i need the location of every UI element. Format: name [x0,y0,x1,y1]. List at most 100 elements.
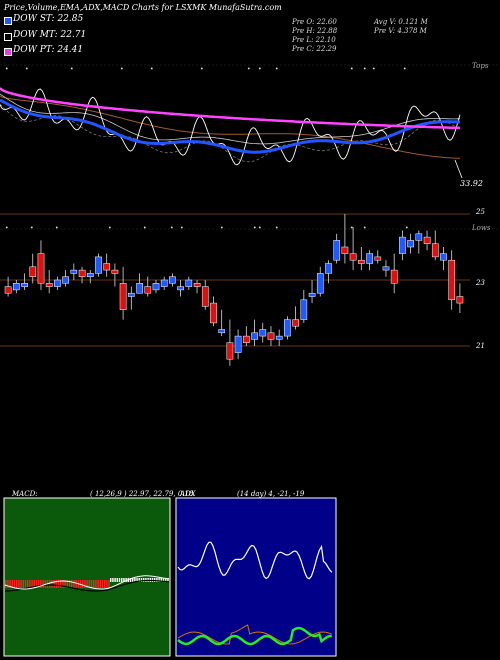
candle-body-22 [185,279,193,287]
candle-body-16 [136,283,143,294]
ema-price-line [0,88,461,166]
stat-low: Pre L: 22.10 [292,36,336,44]
candle-body-20 [169,276,176,284]
macd-hist-bar [24,580,27,588]
adx-line [177,541,333,580]
candle-body-42 [349,253,357,261]
macd-hist-bar-light [110,578,112,582]
candle-body-11 [95,256,102,274]
ema-top-tick-0: • [5,66,9,73]
candle-body-5 [45,283,53,287]
macd-hist-bar [68,580,71,588]
candle-body-46 [382,266,390,271]
candle-body-4 [37,253,45,284]
candle-body-41 [341,246,349,254]
macd-hist-bar [84,580,86,588]
macd-hist-bar [33,580,35,588]
ema-tops-label: Tops [472,62,489,70]
macd-hist-bar-light [138,578,140,582]
candle-body-53 [440,253,447,261]
macd-hist-bar [57,580,60,588]
macd-hist-bar [22,580,24,588]
macd-hist-bar [90,580,93,588]
stat-avg-volume: Avg V: 0.121 M [374,18,428,26]
candle-level-21: 21 [476,342,485,350]
macd-hist-bar [16,580,18,588]
ema-top-tick-5: • [200,66,204,73]
candle-body-29 [242,335,250,343]
ema-bottom-tick-0: • [5,225,9,232]
ema-bottom-tick-2: • [55,225,59,232]
macd-hist-bar [97,580,99,588]
macd-hist-bar-light [162,578,165,582]
ema-brown-line [0,95,461,159]
legend-st-swatch [4,17,12,25]
ema-top-tick-1: • [25,66,29,73]
macd-hist-bar [20,580,22,588]
ema-top-tick-6: • [247,66,251,73]
macd-hist-bar-light [114,578,116,582]
macd-hist-bar [60,580,62,588]
ema-slow-line [0,87,460,130]
macd-hist-bar [29,580,31,588]
candle-body-43 [357,259,365,264]
candle-lows-label: Lows [472,224,491,232]
macd-hist-bar [27,580,29,588]
candle-body-36 [300,299,308,320]
candle-body-25 [210,302,217,324]
chart-title: Price,Volume,EMA,ADX,MACD Charts for LSX… [4,3,282,12]
adx-plus-di-line [177,626,332,646]
macd-hist-bar [106,580,108,588]
ema-gray-line [0,93,460,145]
macd-hist-bar-light [165,578,167,582]
ema-bottom-tick-9: • [258,225,262,232]
candle-body-40 [333,240,341,261]
macd-hist-bar [51,580,53,588]
ema-bottom-tick-11: • [350,225,354,232]
candle-body-55 [456,296,464,304]
ema-bottom-tick-3: • [108,225,112,232]
candle-body-13 [111,269,119,274]
macd-hist-bar [9,580,11,588]
macd-hist-bar [49,580,51,588]
macd-hist-bar-light [123,578,125,582]
candle-body-35 [292,319,299,327]
stat-open: Pre O: 22.60 [292,18,337,26]
macd-hist-bar [64,580,66,588]
macd-hist-bar [18,580,20,588]
macd-hist-bar-light [129,578,132,582]
macd-hist-bar [66,580,68,588]
ema-top-tick-12: • [403,66,407,73]
candle-body-51 [423,236,431,244]
adx-values: (14 day) 4, -21, -19 [237,490,305,498]
macd-hist-bar [42,580,44,588]
macd-values: ( 12,26,9 ) 22.97, 22.79, 0.18 [90,490,194,498]
macd-background [3,497,171,657]
candle-body-28 [234,335,242,353]
macd-hist-bar-light [121,578,123,582]
macd-panel [3,497,171,657]
macd-hist-bar [31,580,33,588]
macd-hist-bar [11,580,13,588]
ema-fast-line [0,98,460,154]
macd-hist-bar-light [156,578,158,582]
macd-hist-bar [82,580,84,588]
macd-hist-bar [40,580,42,588]
legend-mt-swatch [4,33,12,41]
macd-hist-bar-light [134,578,136,582]
macd-hist-bar-light [116,578,118,582]
macd-hist-bar [35,580,38,588]
adx-background [175,497,337,657]
macd-hist-bar [7,580,9,588]
ema-bottom-tick-13: • [405,225,409,232]
stat-pre-volume: Pre V: 4.378 M [374,27,427,35]
candle-body-34 [284,319,291,337]
candle-body-12 [103,263,111,271]
macd-hist-bar [73,580,75,588]
candle-body-38 [316,273,324,294]
macd-hist-bar [13,580,16,588]
adx-title: ADX [180,490,196,498]
ema-bottom-tick-6: • [180,225,184,232]
candle-body-7 [62,276,69,284]
